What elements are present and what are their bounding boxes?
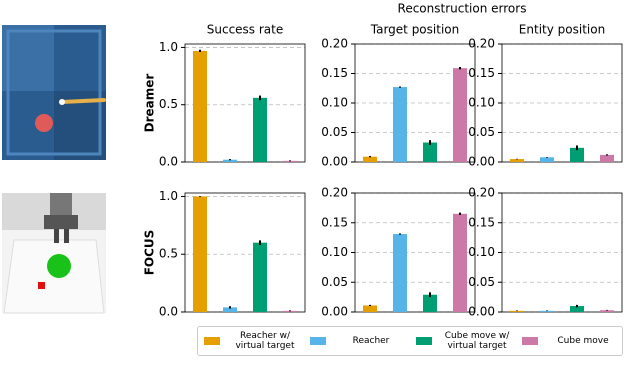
y-tick-label: 0.05 [468, 275, 495, 289]
y-tick-label: 0.0 [159, 155, 178, 169]
y-tick-label: 0.15 [468, 66, 495, 80]
bar [540, 310, 554, 312]
y-tick-label: 0.5 [159, 247, 178, 261]
bar [510, 159, 524, 162]
bar [453, 213, 467, 312]
bar [570, 147, 584, 162]
legend-swatch [204, 337, 220, 345]
y-tick-label: 0.15 [468, 215, 495, 229]
bar [570, 306, 584, 312]
row-label: FOCUS [143, 230, 157, 276]
bar [223, 159, 237, 162]
legend-entry: Reacher w/ virtual target [198, 331, 304, 351]
y-tick-label: 0.00 [468, 155, 495, 169]
axes-frame [184, 43, 306, 163]
legend-label: Cube move w/ virtual target [444, 331, 510, 351]
legend-label: Reacher [352, 336, 390, 346]
y-tick-label: 0.10 [468, 245, 495, 259]
axes-frame [501, 43, 623, 163]
y-tick-label: 0.00 [321, 155, 348, 169]
bar [283, 310, 297, 312]
y-tick-label: 0.15 [321, 215, 348, 229]
legend-swatch [416, 337, 432, 345]
y-tick-label: 1.0 [159, 40, 178, 54]
axes-frame [501, 192, 623, 313]
y-tick-label: 0.20 [321, 186, 348, 200]
y-tick-label: 0.20 [321, 37, 348, 51]
bar [393, 234, 407, 312]
bar [423, 142, 437, 162]
bar [510, 310, 524, 312]
legend-swatch [522, 337, 538, 345]
bar [600, 154, 614, 162]
y-tick-label: 0.20 [468, 186, 495, 200]
bar [540, 157, 554, 162]
y-tick-label: 0.15 [321, 66, 348, 80]
y-tick-label: 0.10 [468, 96, 495, 110]
bar [193, 196, 207, 312]
bar [453, 68, 467, 162]
y-tick-label: 0.10 [321, 96, 348, 110]
axes-frame [354, 43, 476, 163]
bar [283, 160, 297, 162]
legend-entry: Cube move w/ virtual target [410, 331, 516, 351]
bar [393, 87, 407, 162]
y-tick-label: 1.0 [159, 189, 178, 203]
reacher-image [2, 25, 106, 160]
legend-label: Cube move [557, 336, 609, 346]
panel-title: Entity position [519, 23, 605, 37]
legend-entry: Cube move [516, 336, 622, 346]
panel-title: Target position [370, 23, 459, 37]
y-tick-label: 0.5 [159, 97, 178, 111]
y-tick-label: 0.00 [321, 305, 348, 319]
y-tick-label: 0.10 [321, 245, 348, 259]
legend-swatch [310, 337, 326, 345]
y-tick-label: 0.05 [468, 125, 495, 139]
y-tick-label: 0.00 [468, 305, 495, 319]
axes-frame [184, 192, 306, 313]
bar [253, 242, 267, 312]
bar [600, 310, 614, 312]
y-tick-label: 0.05 [321, 125, 348, 139]
bar [423, 294, 437, 312]
cube-image [2, 193, 106, 314]
bar [363, 305, 377, 312]
bar [193, 50, 207, 162]
supertitle: Reconstruction errors [398, 2, 527, 16]
y-tick-label: 0.0 [159, 305, 178, 319]
bar [223, 307, 237, 312]
bar [253, 97, 267, 162]
panel-title: Success rate [207, 23, 284, 37]
y-tick-label: 0.05 [321, 275, 348, 289]
bar [363, 156, 377, 162]
row-label: Dreamer [143, 74, 157, 133]
legend: Reacher w/ virtual target Reacher Cube mov… [197, 326, 623, 356]
axes-frame [354, 192, 476, 313]
legend-label: Reacher w/ virtual target [235, 331, 295, 351]
legend-entry: Reacher [304, 336, 410, 346]
y-tick-label: 0.20 [468, 37, 495, 51]
